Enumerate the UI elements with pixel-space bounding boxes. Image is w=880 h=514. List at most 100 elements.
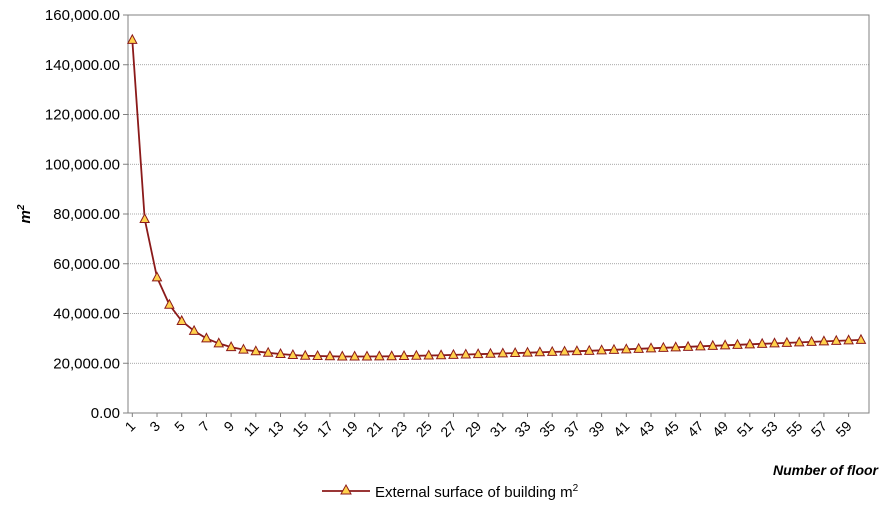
data-point-marker: [250, 345, 262, 356]
x-tick-label: 11: [240, 418, 262, 440]
data-point-marker: [781, 336, 793, 347]
data-point-marker: [695, 340, 706, 351]
data-point-marker: [238, 343, 249, 354]
data-point-marker: [658, 341, 669, 352]
x-tick-label: 47: [684, 418, 706, 440]
x-tick-label: 21: [363, 418, 385, 440]
x-tick-label: 53: [758, 418, 780, 440]
x-tick-label: 45: [660, 418, 682, 440]
data-point-marker: [275, 347, 286, 359]
x-tick-label: 23: [388, 418, 410, 440]
data-point-marker: [719, 339, 731, 350]
data-point-marker: [806, 335, 817, 346]
x-tick-label: 7: [196, 418, 213, 435]
x-tick-label: 29: [462, 418, 484, 440]
data-point-marker: [645, 342, 657, 353]
x-tick-label: 49: [709, 418, 731, 440]
data-point-marker: [670, 341, 682, 352]
y-tick-label: 160,000.00: [45, 7, 120, 24]
x-tick-label: 41: [610, 418, 632, 440]
data-point-marker: [509, 346, 521, 358]
data-point-marker: [139, 212, 151, 223]
series-line: [131, 39, 862, 358]
data-point-marker: [225, 341, 237, 352]
data-point-marker: [793, 336, 805, 347]
data-point-marker: [620, 343, 632, 354]
x-tick-label: 25: [413, 418, 435, 440]
data-point-marker: [435, 349, 447, 360]
x-tick-label: 19: [338, 418, 360, 440]
data-point-marker: [324, 350, 336, 361]
x-tick-label: 5: [171, 418, 188, 435]
x-tick-label: 13: [264, 418, 286, 440]
y-tick-label: 80,000.00: [53, 206, 120, 223]
x-tick-label: 43: [635, 418, 657, 440]
y-tick-label: 60,000.00: [53, 256, 120, 273]
data-point-marker: [534, 346, 546, 357]
data-point-marker: [497, 347, 509, 358]
y-tick-label: 20,000.00: [53, 355, 120, 372]
y-tick-label: 40,000.00: [53, 306, 120, 323]
x-tick-label: 51: [734, 418, 756, 440]
y-axis-label: m2: [16, 204, 34, 223]
x-tick-label: 37: [561, 418, 583, 440]
data-point-marker: [596, 344, 607, 355]
x-tick-label: 9: [220, 418, 237, 435]
data-point-marker: [744, 338, 756, 349]
data-point-marker: [633, 342, 645, 353]
data-point-marker: [472, 348, 484, 359]
data-point-marker: [201, 332, 212, 343]
data-point-marker: [398, 349, 410, 361]
data-point-marker: [559, 345, 570, 356]
x-tick-label: 15: [289, 418, 311, 440]
x-axis-label: Number of floor: [773, 462, 880, 478]
data-point-marker: [361, 350, 373, 361]
data-point-marker: [732, 338, 743, 349]
data-point-marker: [164, 298, 175, 309]
data-point-marker: [855, 333, 867, 344]
data-point-marker: [818, 335, 830, 346]
data-point-marker: [769, 337, 780, 348]
x-axis-tick-labels: 1 3 5 7 9 11 13 15 17 19 21 23 25 27 29 31 33 35 37 39 41 43 4…: [122, 413, 855, 440]
data-point-marker: [373, 350, 385, 361]
legend-triangle-marker: [340, 483, 352, 495]
x-tick-label: 1: [122, 418, 139, 435]
x-tick-label: 59: [832, 418, 854, 440]
x-tick-label: 39: [585, 418, 607, 440]
data-point-marker: [423, 349, 435, 360]
y-axis-tick-labels: 0.00 20,000.00 40,000.00 60,000.00 80,000.00…: [45, 7, 128, 422]
data-point-marker: [571, 345, 583, 356]
data-point-marker: [287, 348, 299, 360]
data-point-marker: [151, 271, 163, 282]
x-tick-label: 3: [146, 418, 163, 435]
data-point-marker: [312, 349, 323, 361]
legend: External surface of building m2: [322, 483, 579, 501]
data-point-marker: [608, 343, 620, 354]
data-point-marker: [176, 314, 188, 325]
data-point-marker: [299, 349, 311, 360]
data-point-marker: [682, 340, 694, 351]
data-point-marker: [583, 344, 595, 355]
data-point-marker: [411, 349, 422, 360]
y-tick-label: 140,000.00: [45, 57, 120, 74]
gridlines: [128, 64, 869, 364]
x-tick-label: 33: [511, 418, 533, 440]
data-point-marker: [213, 337, 225, 348]
data-point-marker: [756, 337, 768, 348]
data-point-marker: [386, 350, 398, 361]
x-tick-label: 35: [536, 418, 558, 440]
data-point-marker: [707, 339, 719, 350]
data-point-marker: [448, 348, 459, 359]
series-markers: [126, 33, 867, 361]
data-point-marker: [830, 334, 842, 345]
x-tick-label: 55: [783, 418, 805, 440]
data-point-marker: [460, 348, 472, 359]
data-point-marker: [485, 347, 496, 358]
data-point-marker: [843, 334, 854, 345]
data-point-marker: [262, 346, 274, 357]
y-tick-label: 120,000.00: [45, 107, 120, 124]
data-point-marker: [126, 33, 138, 44]
y-tick-label: 0.00: [91, 405, 120, 422]
